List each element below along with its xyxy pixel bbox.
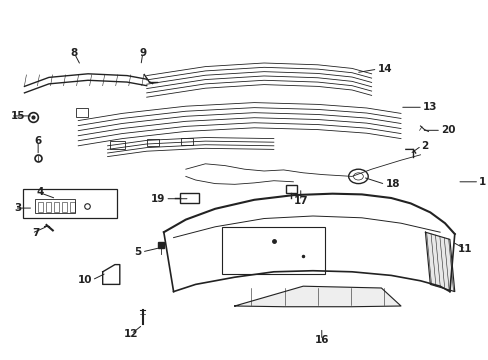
Text: 15: 15 — [11, 111, 25, 121]
Polygon shape — [425, 232, 454, 292]
Bar — [46, 202, 51, 212]
Text: 20: 20 — [440, 125, 455, 135]
Text: 11: 11 — [457, 244, 472, 254]
Polygon shape — [234, 286, 400, 307]
Bar — [146, 139, 159, 146]
Text: 2: 2 — [421, 141, 428, 151]
Text: 17: 17 — [293, 196, 307, 206]
Text: 6: 6 — [35, 136, 41, 146]
Text: 8: 8 — [71, 48, 78, 58]
Text: 1: 1 — [478, 177, 486, 187]
Text: 10: 10 — [77, 275, 92, 285]
Bar — [35, 199, 75, 213]
Bar — [23, 189, 117, 218]
Bar — [54, 202, 59, 212]
Text: 9: 9 — [139, 48, 146, 58]
Bar — [70, 202, 75, 212]
Text: 4: 4 — [37, 186, 44, 197]
Bar — [62, 202, 67, 212]
Text: 18: 18 — [385, 179, 399, 189]
Text: 16: 16 — [314, 335, 328, 345]
Bar — [180, 193, 198, 203]
Bar — [38, 202, 43, 212]
Text: 5: 5 — [134, 247, 142, 257]
Text: 19: 19 — [151, 194, 165, 204]
Bar — [285, 185, 296, 193]
Text: 7: 7 — [32, 228, 39, 238]
Bar — [76, 108, 88, 117]
Text: 14: 14 — [377, 64, 391, 74]
Bar — [222, 227, 325, 274]
Text: 3: 3 — [15, 203, 22, 213]
Text: 13: 13 — [422, 102, 437, 112]
Bar — [110, 141, 124, 149]
Text: 12: 12 — [123, 329, 138, 339]
Bar — [181, 138, 193, 145]
